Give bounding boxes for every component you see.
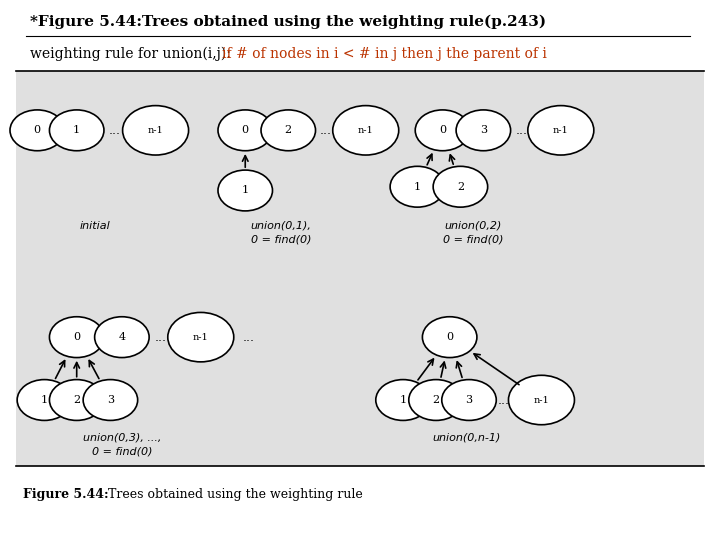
Circle shape bbox=[333, 106, 399, 155]
Circle shape bbox=[456, 110, 510, 151]
Text: Trees obtained using the weighting rule: Trees obtained using the weighting rule bbox=[104, 488, 363, 501]
Text: 0: 0 bbox=[439, 125, 446, 136]
Text: ...: ... bbox=[243, 330, 255, 343]
Text: 0 = find(0): 0 = find(0) bbox=[443, 234, 503, 245]
Circle shape bbox=[83, 380, 138, 421]
Text: 2: 2 bbox=[457, 182, 464, 192]
Text: 0 = find(0): 0 = find(0) bbox=[251, 234, 311, 245]
Text: union(0,1),: union(0,1), bbox=[251, 221, 312, 231]
Text: 0: 0 bbox=[73, 332, 80, 342]
Text: 1: 1 bbox=[242, 186, 249, 195]
Text: 1: 1 bbox=[400, 395, 407, 405]
Circle shape bbox=[433, 166, 487, 207]
Text: 2: 2 bbox=[73, 395, 80, 405]
Text: 1: 1 bbox=[73, 125, 80, 136]
Text: union(0,3), ...,: union(0,3), ..., bbox=[83, 433, 161, 443]
Circle shape bbox=[528, 106, 594, 155]
Bar bbox=[16, 71, 704, 466]
Circle shape bbox=[122, 106, 189, 155]
Circle shape bbox=[423, 317, 477, 357]
Text: n-1: n-1 bbox=[534, 395, 549, 404]
Text: 2: 2 bbox=[284, 125, 292, 136]
Text: 3: 3 bbox=[480, 125, 487, 136]
Circle shape bbox=[415, 110, 469, 151]
Text: 3: 3 bbox=[465, 395, 472, 405]
Text: union(0,n-1): union(0,n-1) bbox=[432, 433, 500, 443]
Text: weighting rule for union(i,j):: weighting rule for union(i,j): bbox=[30, 47, 235, 62]
Circle shape bbox=[17, 380, 72, 421]
Text: ...: ... bbox=[109, 124, 121, 137]
Circle shape bbox=[50, 380, 104, 421]
Text: n-1: n-1 bbox=[358, 126, 374, 135]
Text: 0: 0 bbox=[34, 125, 41, 136]
Text: 1: 1 bbox=[41, 395, 48, 405]
Circle shape bbox=[376, 380, 431, 421]
Text: *Figure 5.44:Trees obtained using the weighting rule(p.243): *Figure 5.44:Trees obtained using the we… bbox=[30, 15, 546, 29]
Text: n-1: n-1 bbox=[193, 333, 209, 342]
Circle shape bbox=[442, 380, 496, 421]
Text: 0 = find(0): 0 = find(0) bbox=[91, 446, 152, 456]
Text: 0: 0 bbox=[446, 332, 453, 342]
Circle shape bbox=[50, 317, 104, 357]
Text: 1: 1 bbox=[414, 182, 421, 192]
Circle shape bbox=[508, 375, 575, 425]
Circle shape bbox=[168, 313, 234, 362]
Circle shape bbox=[218, 170, 272, 211]
Text: ...: ... bbox=[516, 124, 527, 137]
Text: initial: initial bbox=[79, 221, 110, 231]
Circle shape bbox=[10, 110, 65, 151]
Circle shape bbox=[409, 380, 463, 421]
Circle shape bbox=[50, 110, 104, 151]
Circle shape bbox=[218, 110, 272, 151]
Circle shape bbox=[94, 317, 149, 357]
Text: ...: ... bbox=[155, 330, 166, 343]
Text: n-1: n-1 bbox=[553, 126, 569, 135]
Text: n-1: n-1 bbox=[148, 126, 163, 135]
Text: 3: 3 bbox=[107, 395, 114, 405]
Text: 2: 2 bbox=[433, 395, 440, 405]
Text: ...: ... bbox=[498, 394, 510, 407]
Circle shape bbox=[261, 110, 315, 151]
Text: union(0,2): union(0,2) bbox=[445, 221, 502, 231]
Circle shape bbox=[390, 166, 445, 207]
Text: ...: ... bbox=[320, 124, 332, 137]
Text: if # of nodes in i < # in j then j the parent of i: if # of nodes in i < # in j then j the p… bbox=[222, 47, 547, 61]
Text: Figure 5.44:: Figure 5.44: bbox=[23, 488, 109, 501]
Text: 0: 0 bbox=[242, 125, 249, 136]
Text: 4: 4 bbox=[118, 332, 125, 342]
